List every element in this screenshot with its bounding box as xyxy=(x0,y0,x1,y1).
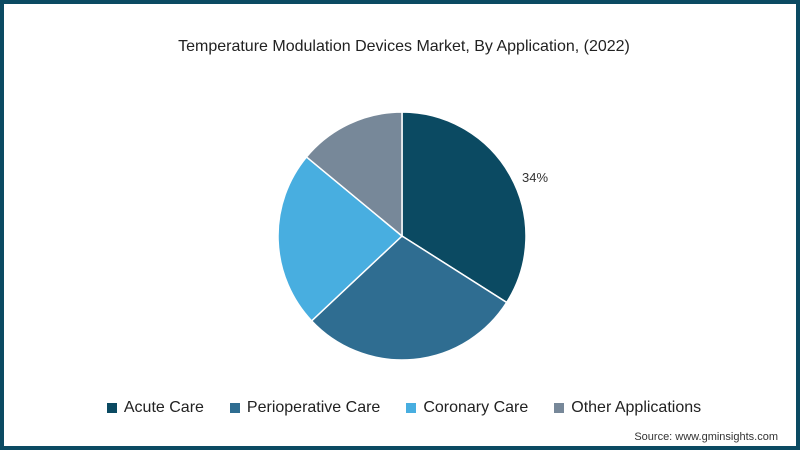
legend-item-perioperative-care: Perioperative Care xyxy=(229,399,381,417)
legend-swatch-acute-care xyxy=(106,403,117,413)
chart-title: Temperature Modulation Devices Market, B… xyxy=(178,38,630,55)
pie-slice-other-applications xyxy=(305,111,403,238)
acute-care-data-label: 34% xyxy=(522,170,549,185)
legend-swatch-coronary-care xyxy=(406,403,417,413)
legend-swatch-other-applications xyxy=(554,403,565,413)
pie-slice-perioperative-care xyxy=(310,235,508,361)
legend-label: Other Applications xyxy=(571,399,702,416)
source-note: Source: www.gminsights.com xyxy=(634,431,778,443)
legend-item-acute-care: Acute Care xyxy=(106,399,204,417)
pie-slice-coronary-care xyxy=(277,155,404,322)
legend-item-coronary-care: Coronary Care xyxy=(406,399,528,417)
legend: Acute Care Perioperative Care Coronary C… xyxy=(4,399,800,417)
legend-item-other-applications: Other Applications xyxy=(554,399,701,417)
legend-label: Perioperative Care xyxy=(246,399,381,416)
pie-chart xyxy=(277,111,527,361)
legend-label: Acute Care xyxy=(123,399,204,416)
legend-swatch-perioperative-care xyxy=(229,403,240,413)
legend-label: Coronary Care xyxy=(423,399,529,416)
